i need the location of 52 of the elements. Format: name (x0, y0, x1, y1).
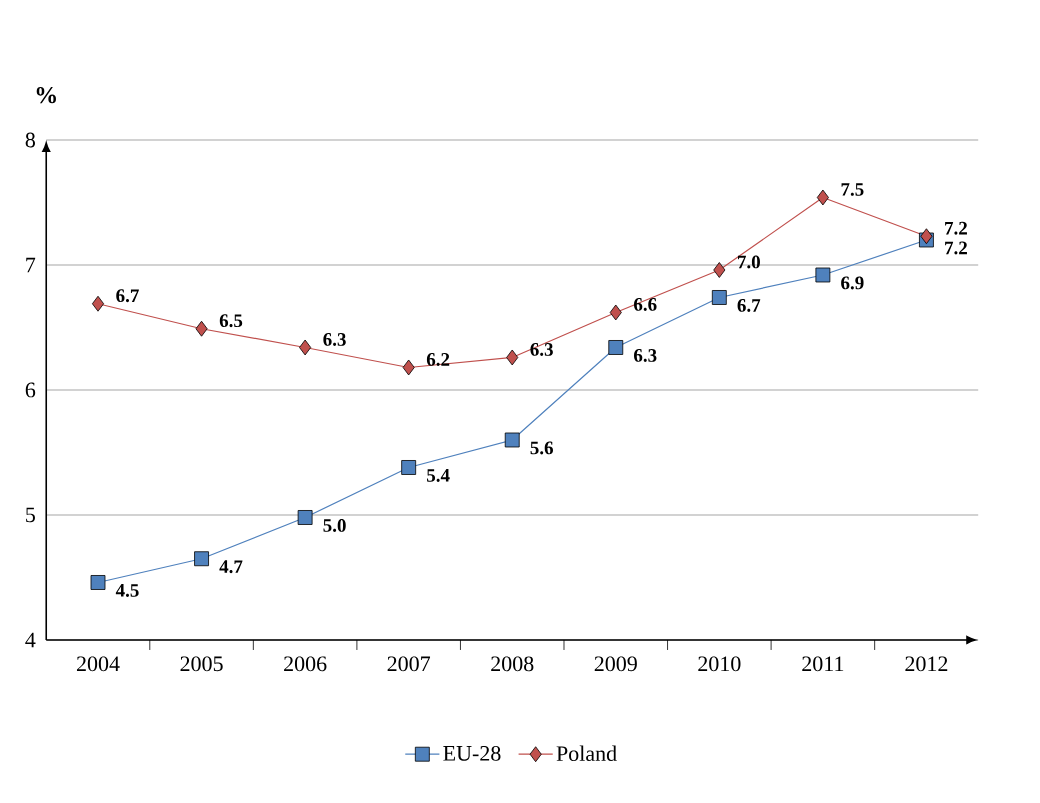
x-tick-label: 2005 (180, 656, 223, 672)
point (506, 349, 519, 366)
y-tick-label: 4 (25, 632, 36, 648)
data-label: 6.3 (323, 333, 346, 346)
point (299, 339, 312, 356)
point (713, 262, 726, 278)
point (90, 575, 106, 590)
data-label: 6.2 (426, 353, 450, 366)
data-label: 6.3 (634, 349, 657, 362)
point (402, 359, 415, 376)
data-label: 6.9 (841, 276, 864, 290)
point (816, 189, 829, 206)
x-tick-label: 2010 (698, 656, 741, 672)
data-label: 5.4 (427, 469, 450, 482)
x-tick-label: 2004 (76, 656, 120, 672)
data-label: 6.5 (219, 314, 243, 328)
point (195, 320, 208, 337)
y-tick-label: 7 (26, 257, 36, 273)
point (401, 460, 417, 475)
point (920, 228, 933, 245)
point (711, 290, 727, 305)
y-tick-label: 8 (25, 132, 35, 148)
y-axis-title: % (36, 87, 56, 104)
point (609, 304, 622, 321)
point (608, 340, 624, 355)
x-tick-label: 2011 (802, 656, 844, 672)
data-label: 6.7 (116, 289, 139, 303)
point (297, 510, 313, 525)
data-label: 7.2 (945, 241, 967, 255)
y-tick-label: 6 (25, 382, 36, 398)
data-label: 7.0 (738, 255, 760, 269)
data-label: 5.6 (530, 441, 554, 455)
legend-label: EU-28 (443, 745, 501, 761)
data-label: 6.3 (530, 343, 553, 356)
x-tick-label: 2008 (491, 656, 534, 672)
data-label: 5.0 (323, 519, 346, 532)
point (194, 551, 209, 567)
data-label: 4.5 (115, 584, 139, 597)
x-tick-label: 2007 (387, 656, 431, 672)
point (91, 295, 105, 312)
point (815, 267, 831, 283)
y-tick-label: 5 (26, 507, 35, 523)
data-label: 7.2 (945, 221, 967, 235)
x-tick-label: 2006 (284, 656, 327, 672)
data-label: 6.7 (737, 299, 761, 312)
data-label: 7.5 (841, 183, 864, 196)
data-label: 4.7 (219, 560, 243, 574)
point (504, 432, 520, 448)
data-label: 6.6 (634, 298, 657, 311)
x-tick-label: 2012 (905, 656, 948, 672)
legend-label: Poland (556, 745, 617, 762)
x-tick-label: 2009 (594, 656, 637, 672)
